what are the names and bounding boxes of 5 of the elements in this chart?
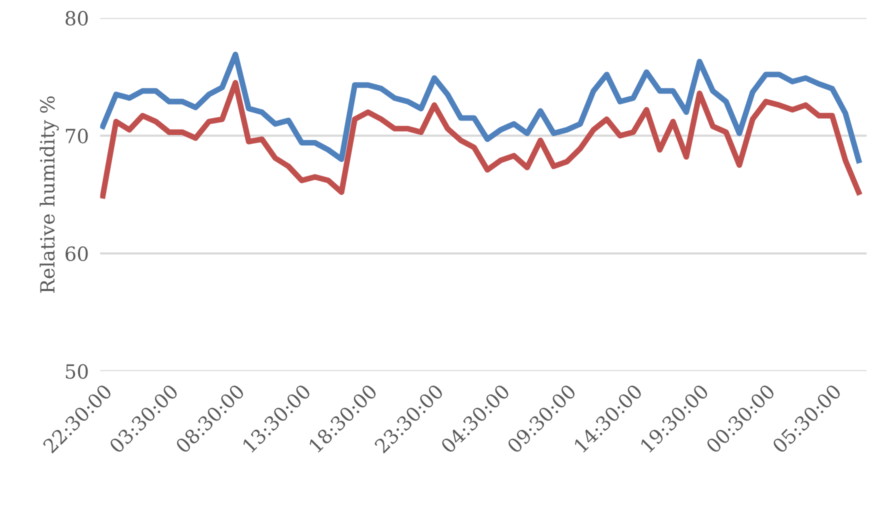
y-tick-label: 60 [66,246,88,262]
y-tick-label: 80 [66,10,88,26]
y-tick-label: 50 [66,364,88,379]
y-tick-label: 70 [66,128,88,144]
y-axis-title: Relative humidity % [40,96,59,293]
